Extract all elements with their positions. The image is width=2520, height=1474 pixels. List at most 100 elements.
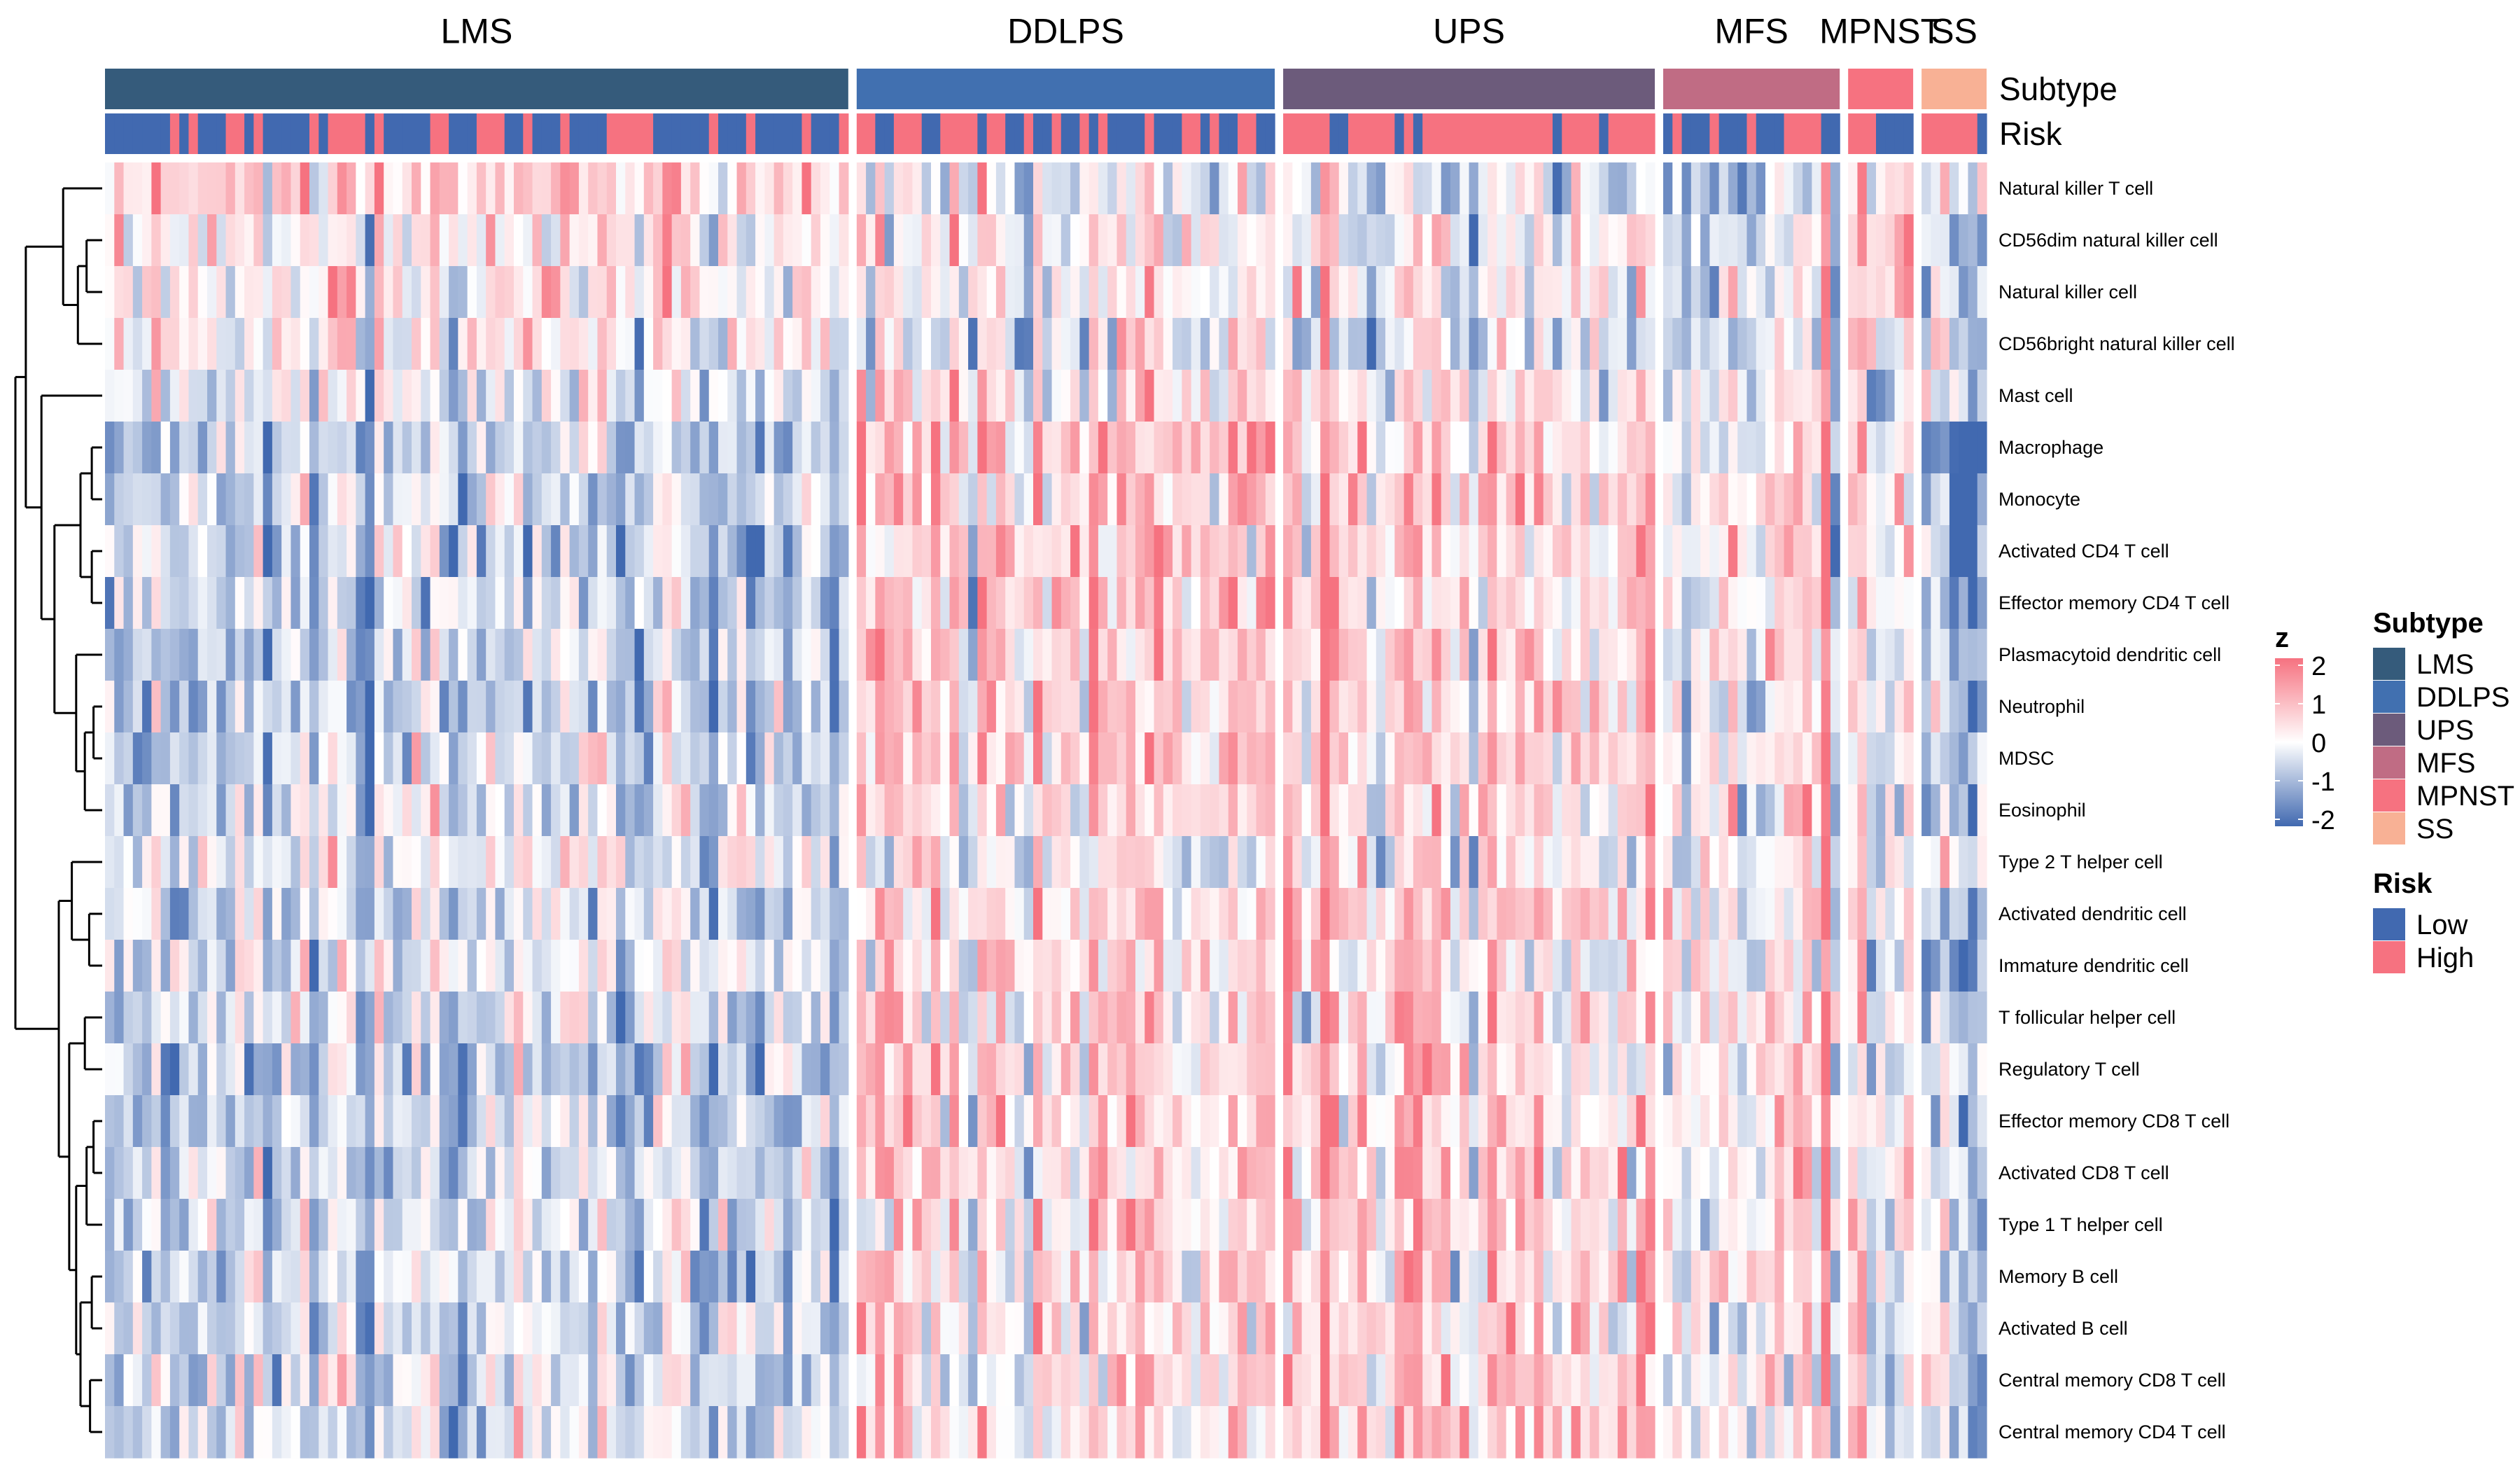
heatmap-cell (1700, 629, 1710, 681)
heatmap-cell (1210, 629, 1220, 681)
heatmap-cell (606, 473, 617, 526)
heatmap-cell (820, 992, 830, 1044)
heatmap-cell (476, 266, 486, 319)
heatmap-cell (1728, 681, 1738, 733)
heatmap-cell (1200, 1095, 1210, 1148)
heatmap-cell (1636, 577, 1646, 630)
heatmap-cell (132, 1199, 143, 1251)
heatmap-cell (160, 422, 171, 474)
heatmap-cell (597, 214, 608, 267)
heatmap-cell (495, 318, 505, 370)
heatmap-cell (1885, 1199, 1896, 1251)
heatmap-cell (866, 370, 876, 422)
heatmap-cell (811, 473, 821, 526)
heatmap-cell (662, 422, 673, 474)
heatmap-cell (958, 1354, 969, 1407)
heatmap-cell (1460, 370, 1470, 422)
heatmap-cell (866, 1354, 876, 1407)
heatmap-cell (1163, 370, 1173, 422)
heatmap-cell (1247, 318, 1257, 370)
heatmap-cell (541, 1406, 552, 1459)
heatmap-cell (1238, 940, 1247, 992)
heatmap-cell (514, 1302, 524, 1355)
heatmap-cell (949, 1147, 960, 1200)
heatmap-cell (921, 1251, 932, 1303)
heatmap-cell (1070, 888, 1080, 940)
heatmap-cell (755, 162, 765, 215)
heatmap-cell (1672, 1251, 1683, 1303)
heatmap-cell (671, 992, 682, 1044)
heatmap-cell (1478, 629, 1488, 681)
heatmap-cell (504, 473, 514, 526)
heatmap-cell (318, 629, 329, 681)
heatmap-cell (875, 214, 886, 267)
heatmap-cell (486, 473, 496, 526)
heatmap-cell (597, 370, 608, 422)
heatmap-cell (281, 266, 292, 319)
heatmap-cell (1534, 1095, 1544, 1148)
heatmap-cell (643, 1302, 654, 1355)
heatmap-cell (820, 888, 830, 940)
heatmap-cell (216, 836, 227, 889)
heatmap-cell (1876, 473, 1886, 526)
heatmap-cell (1784, 732, 1794, 785)
heatmap-cell (458, 1095, 468, 1148)
heatmap-cell (541, 732, 552, 785)
heatmap-cell (1107, 525, 1118, 578)
heatmap-cell (1737, 992, 1748, 1044)
heatmap-cell (1163, 1043, 1173, 1096)
heatmap-cell (1921, 318, 1931, 370)
heatmap-cell (356, 681, 366, 733)
heatmap-cell (188, 1354, 199, 1407)
heatmap-cell (940, 681, 951, 733)
heatmap-cell (281, 162, 292, 215)
heatmap-cell (940, 370, 951, 422)
heatmap-cell (755, 992, 765, 1044)
heatmap-cell (188, 836, 199, 889)
heatmap-cell (1515, 992, 1525, 1044)
heatmap-cell (412, 992, 421, 1044)
heatmap-cell (653, 318, 663, 370)
heatmap-cell (1534, 422, 1544, 474)
heatmap-cell (272, 370, 282, 422)
heatmap-cell (1247, 836, 1257, 889)
heatmap-cell (764, 1251, 775, 1303)
heatmap-cell (616, 629, 626, 681)
heatmap-cell (1060, 629, 1071, 681)
heatmap-cell (253, 629, 264, 681)
heatmap-cell (1506, 629, 1516, 681)
heatmap-cell (1329, 992, 1340, 1044)
heatmap-cell (1774, 1406, 1785, 1459)
heatmap-cell (1033, 1147, 1043, 1200)
heatmap-cell (1144, 422, 1155, 474)
heatmap-cell (1394, 992, 1405, 1044)
heatmap-cell (1617, 940, 1628, 992)
heatmap-cell (560, 422, 570, 474)
heatmap-cell (830, 1043, 840, 1096)
heatmap-cell (160, 784, 171, 837)
heatmap-cell (875, 318, 886, 370)
heatmap-cell (811, 422, 821, 474)
heatmap-cell (1051, 318, 1062, 370)
heatmap-cell (1830, 162, 1840, 215)
heatmap-cell (1023, 577, 1034, 630)
risk-annotation-cell (690, 113, 701, 154)
heatmap-cell (430, 992, 440, 1044)
heatmap-cell (1718, 577, 1729, 630)
heatmap-cell (903, 473, 913, 526)
heatmap-cell (123, 940, 134, 992)
heatmap-cell (1894, 162, 1905, 215)
heatmap-cell (1070, 1147, 1080, 1200)
heatmap-cell (495, 1406, 505, 1459)
heatmap-cell (1802, 732, 1812, 785)
heatmap-cell (179, 1095, 190, 1148)
heatmap-cell (578, 422, 589, 474)
heatmap-cell (132, 370, 143, 422)
heatmap-cell (253, 162, 264, 215)
heatmap-cell (1506, 1095, 1516, 1148)
heatmap-cell (1292, 732, 1303, 785)
heatmap-cell (1432, 888, 1442, 940)
heatmap-cell (1737, 1251, 1748, 1303)
heatmap-cell (1515, 1354, 1525, 1407)
heatmap-cell (225, 732, 236, 785)
